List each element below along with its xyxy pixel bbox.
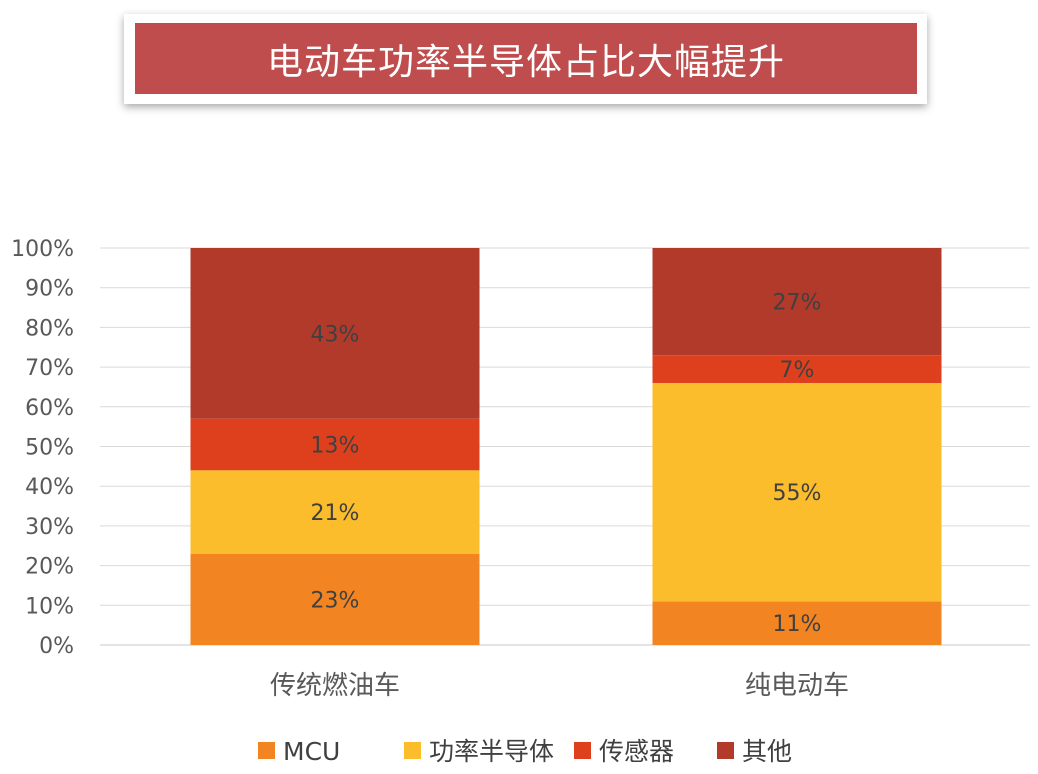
x-category-label: 纯电动车 <box>745 671 849 701</box>
bar-segment <box>190 248 480 419</box>
data-label: 21% <box>311 501 360 526</box>
data-label: 13% <box>311 434 360 459</box>
data-label: 27% <box>773 291 822 316</box>
legend-swatch <box>717 742 734 759</box>
y-tick-label: 0% <box>39 634 74 659</box>
bar-segment <box>190 470 480 554</box>
data-label: 43% <box>311 322 360 347</box>
bar-segment <box>652 382 942 602</box>
legend-swatch <box>574 742 591 759</box>
legend-label: 其他 <box>742 737 792 766</box>
x-category-label: 传统燃油车 <box>270 671 400 701</box>
legend-label: 传感器 <box>599 737 674 766</box>
bar-segment <box>190 553 480 645</box>
bar-segment <box>652 355 942 383</box>
y-tick-label: 30% <box>25 515 74 540</box>
y-tick-label: 20% <box>25 555 74 580</box>
y-tick-label: 60% <box>25 396 74 421</box>
data-label: 55% <box>773 481 822 506</box>
chart-title: 电动车功率半导体占比大幅提升 <box>135 23 917 94</box>
bar-segment <box>190 418 480 471</box>
legend-swatch <box>258 742 275 759</box>
legend-label: 功率半导体 <box>429 737 554 766</box>
legend-swatch <box>404 742 421 759</box>
legend-label: MCU <box>283 737 340 766</box>
data-label: 7% <box>780 358 815 383</box>
y-tick-label: 80% <box>25 316 74 341</box>
data-label: 23% <box>311 588 360 613</box>
y-tick-label: 50% <box>25 436 74 461</box>
bar-segment <box>652 601 942 645</box>
y-tick-label: 70% <box>25 356 74 381</box>
y-tick-label: 100% <box>11 237 74 262</box>
bar-segment <box>652 248 942 356</box>
data-label: 11% <box>773 612 822 637</box>
title-card: 电动车功率半导体占比大幅提升 <box>124 14 927 104</box>
y-tick-label: 90% <box>25 277 74 302</box>
y-tick-label: 10% <box>25 594 74 619</box>
y-tick-label: 40% <box>25 475 74 500</box>
